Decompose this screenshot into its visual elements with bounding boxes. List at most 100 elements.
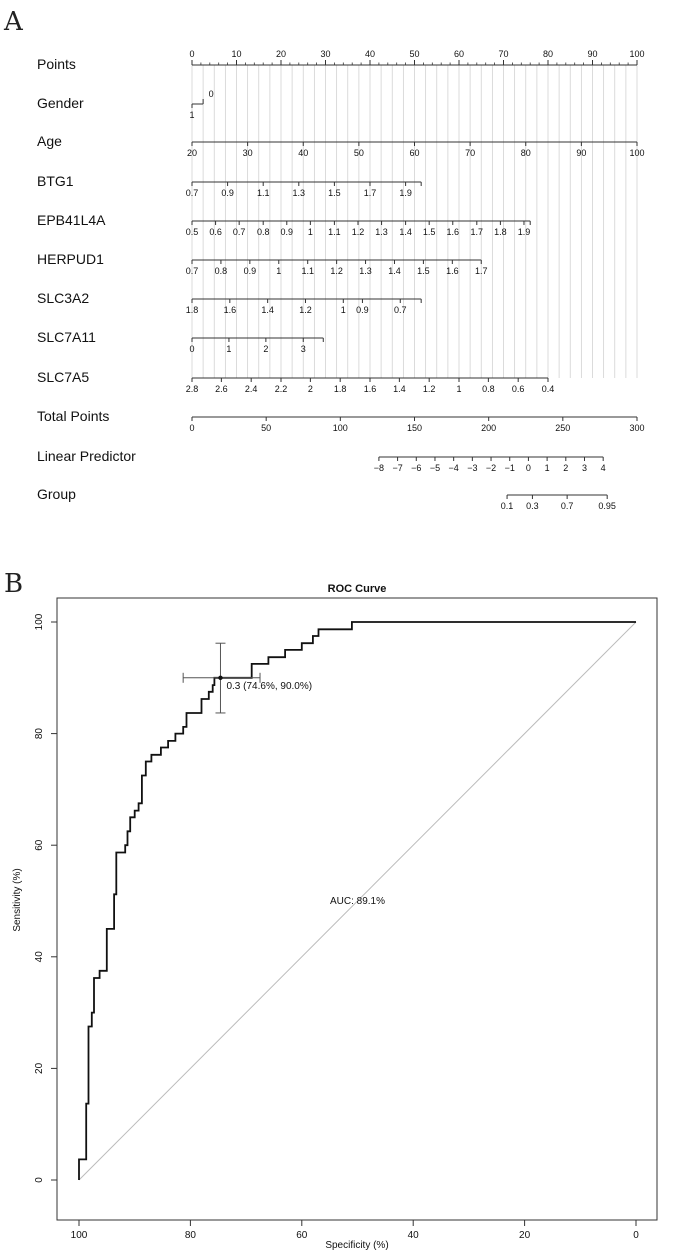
- nomogram-tick-label: 0.7: [186, 188, 199, 198]
- roc-title: ROC Curve: [328, 583, 387, 595]
- nomogram-tick-label: 1.2: [330, 266, 343, 276]
- nomogram-tick-label: 80: [543, 49, 553, 59]
- nomogram-tick-label: −6: [411, 463, 421, 473]
- nomogram-tick-label: 1.3: [359, 266, 372, 276]
- nomogram-tick-label: 0.9: [221, 188, 234, 198]
- nomogram-tick-label: 10: [231, 49, 241, 59]
- nomogram-tick-label: 1.4: [393, 384, 406, 394]
- nomogram-tick-label: 30: [243, 148, 253, 158]
- roc-x-ticks: 100 80 60 40 20 0: [71, 1220, 639, 1241]
- nomogram-tick-label: 1.3: [293, 188, 306, 198]
- nomogram-tick-label: 0: [209, 89, 214, 99]
- nomogram-tick-label: 20: [276, 49, 286, 59]
- nomogram-tick-label: 3: [301, 344, 306, 354]
- nomogram-tick-label: 2.8: [186, 384, 199, 394]
- nomogram-row-label: Total Points: [37, 408, 109, 424]
- nomogram-row-label: EPB41L4A: [37, 212, 106, 228]
- nomogram-tick-label: 0.5: [186, 227, 199, 237]
- roc-y-tick-label: 40: [34, 951, 45, 963]
- nomogram-row-label: BTG1: [37, 173, 74, 189]
- nomogram-tick-label: 1: [226, 344, 231, 354]
- nomogram-tick-label: 1.8: [334, 384, 347, 394]
- nomogram-tick-label: 1.8: [494, 227, 507, 237]
- nomogram-tick-label: 2: [308, 384, 313, 394]
- nomogram-tick-label: 0.8: [482, 384, 495, 394]
- panel-b-letter: B: [4, 569, 23, 599]
- nomogram-tick-label: 1.7: [471, 227, 484, 237]
- nomogram-tick-label: 40: [298, 148, 308, 158]
- nomogram-tick-label: 0.3: [526, 501, 539, 511]
- nomogram-tick-label: 50: [409, 49, 419, 59]
- nomogram-tick-label: −4: [449, 463, 459, 473]
- nomogram-tick-label: 0.4: [542, 384, 555, 394]
- nomogram-tick-label: 250: [555, 423, 570, 433]
- nomogram-tick-label: 1.6: [446, 266, 459, 276]
- nomogram-tick-label: 1.2: [423, 384, 436, 394]
- nomogram-row: SLC7A5 2.8 2.6 2.4 2.2 2 1.8 1.6 1.4 1.2 1 0.8 0.6 0.…: [37, 369, 554, 394]
- nomogram-row: SLC7A11 0 1 2 3: [37, 329, 324, 354]
- nomogram-tick-label: 0.1: [501, 501, 514, 511]
- nomogram-tick-label: 1.4: [399, 227, 412, 237]
- nomogram-tick-label: 20: [187, 148, 197, 158]
- nomogram-row-label: Points: [37, 56, 76, 72]
- nomogram-tick-label: 1.1: [328, 227, 341, 237]
- nomogram-row: Group 0.1 0.3 0.7 0.95: [37, 486, 616, 511]
- nomogram-row: Age 20 30 40 50 60 70 80 90 100: [37, 133, 645, 158]
- nomogram-tick-label: 100: [629, 49, 644, 59]
- nomogram-tick-label: 0.6: [209, 227, 222, 237]
- nomogram-row-label: Linear Predictor: [37, 448, 136, 464]
- nomogram-tick-label: 2.2: [275, 384, 288, 394]
- nomogram-tick-label: 1.5: [417, 266, 430, 276]
- nomogram-tick-label: 300: [629, 423, 644, 433]
- nomogram-tick-label: 200: [481, 423, 496, 433]
- nomogram-tick-label: 1.7: [364, 188, 377, 198]
- nomogram-tick-label: 80: [521, 148, 531, 158]
- roc-plot-frame: [56, 597, 658, 1221]
- nomogram-row: Gender 1 0: [37, 89, 214, 120]
- nomogram-row: SLC3A2 1.8 1.6 1.4 1.2 1 0.9 0.7: [37, 290, 422, 315]
- nomogram-row-label: Gender: [37, 95, 84, 111]
- roc-curve-line: [78, 621, 636, 1180]
- nomogram-tick-label: 1.4: [261, 305, 274, 315]
- nomogram-tick-label: 1.6: [224, 305, 237, 315]
- nomogram-row-label: Age: [37, 133, 62, 149]
- nomogram-tick-label: −8: [374, 463, 384, 473]
- nomogram-tick-label: 1: [276, 266, 281, 276]
- roc-x-tick-label: 0: [633, 1230, 639, 1241]
- nomogram-tick-label: 150: [407, 423, 422, 433]
- nomogram-tick-label: 0.95: [598, 501, 616, 511]
- nomogram-tick-label: 1: [308, 227, 313, 237]
- nomogram-tick-label: −3: [467, 463, 477, 473]
- nomogram-tick-label: 0.9: [244, 266, 257, 276]
- roc-y-tick-label: 100: [34, 613, 45, 630]
- nomogram-tick-label: 0.8: [215, 266, 228, 276]
- nomogram-tick-label: 2: [563, 463, 568, 473]
- nomogram-row-label: SLC3A2: [37, 290, 89, 306]
- roc-x-tick-label: 40: [408, 1230, 420, 1241]
- nomogram-tick-label: 60: [454, 49, 464, 59]
- nomogram-row-label: SLC7A5: [37, 369, 89, 385]
- nomogram-tick-label: 1: [341, 305, 346, 315]
- nomogram-tick-label: 0: [526, 463, 531, 473]
- nomogram-row: Linear Predictor −8 −7 −6 −5 −4 −3 −2 −1 0 1 2 3 4: [37, 448, 606, 473]
- roc-threshold-point: [218, 675, 223, 680]
- roc-x-tick-label: 60: [296, 1230, 308, 1241]
- roc-x-axis-label: Specificity (%): [325, 1240, 388, 1251]
- nomogram-tick-label: −5: [430, 463, 440, 473]
- nomogram-tick-label: 0.7: [186, 266, 199, 276]
- nomogram-tick-label: 1.5: [328, 188, 341, 198]
- nomogram-tick-label: 1.8: [186, 305, 199, 315]
- nomogram-tick-label: 1: [545, 463, 550, 473]
- nomogram-tick-label: 2.6: [215, 384, 228, 394]
- nomogram-tick-label: 1.9: [518, 227, 531, 237]
- nomogram-tick-label: 0: [189, 49, 194, 59]
- roc-chart: ROC Curve Specificity (%) Sensitivity (%…: [12, 583, 658, 1251]
- nomogram-tick-label: −2: [486, 463, 496, 473]
- nomogram-tick-label: 4: [601, 463, 606, 473]
- nomogram-tick-label: 70: [498, 49, 508, 59]
- roc-y-tick-label: 20: [34, 1062, 45, 1074]
- nomogram-tick-label: 1.7: [475, 266, 488, 276]
- nomogram-tick-label: 1.9: [399, 188, 412, 198]
- nomogram-row-label: Group: [37, 486, 76, 502]
